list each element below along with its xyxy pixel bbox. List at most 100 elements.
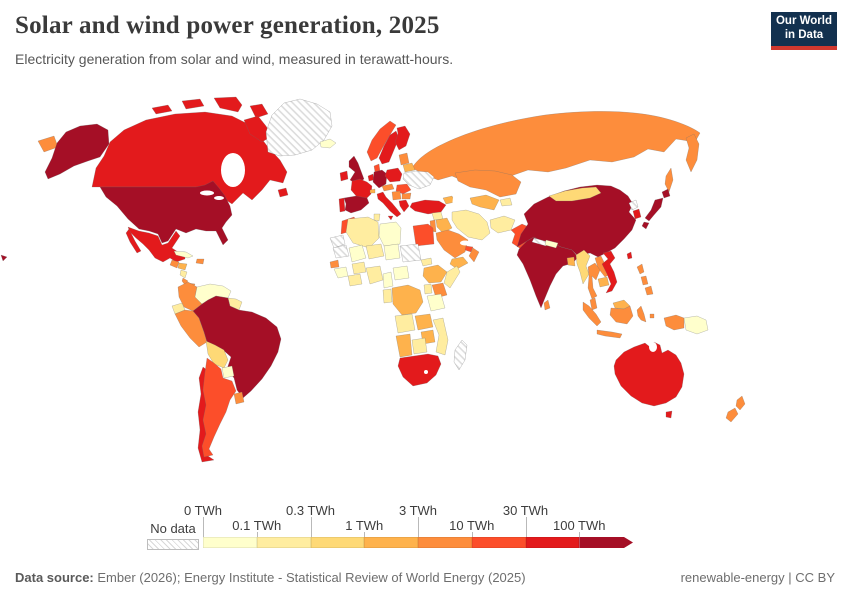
country-tunisia[interactable] [373, 213, 381, 222]
country-kazakhstan[interactable] [454, 169, 522, 198]
country-saudi-arabia[interactable] [435, 229, 469, 259]
country-norway[interactable] [366, 120, 397, 162]
country-austria-czechia[interactable] [381, 183, 395, 192]
country-uruguay[interactable] [233, 391, 245, 405]
country-congo-gabon[interactable] [382, 288, 393, 304]
country-cameroon[interactable] [382, 271, 394, 289]
country-uganda[interactable] [423, 283, 433, 295]
country-eritrea[interactable] [420, 257, 433, 267]
country-taiwan[interactable] [626, 251, 633, 260]
country-yemen[interactable] [449, 256, 469, 270]
country-russia-kamchatka[interactable] [685, 133, 700, 173]
country-sudan[interactable] [399, 243, 422, 263]
country-niger[interactable] [365, 243, 385, 260]
country-indonesia-java[interactable] [596, 329, 623, 339]
country-burkina-faso[interactable] [351, 261, 367, 275]
footer-license-link[interactable]: renewable-energy | CC BY [680, 570, 835, 585]
country-ireland[interactable] [339, 170, 349, 182]
country-somalia[interactable] [443, 265, 461, 289]
country-cuba[interactable] [173, 250, 194, 259]
country-alaska[interactable] [44, 123, 110, 180]
country-madagascar[interactable] [453, 339, 468, 371]
country-angola[interactable] [394, 313, 416, 334]
country-bangladesh[interactable] [566, 256, 576, 267]
legend-bin-30-100[interactable] [525, 537, 580, 548]
country-iceland[interactable] [319, 138, 337, 149]
country-ivory-coast-ghana[interactable] [347, 273, 363, 287]
legend-bin-100+[interactable] [579, 537, 633, 548]
country-italy[interactable] [376, 191, 402, 218]
country-portugal[interactable] [338, 197, 346, 213]
legend-bin-0.1-0.3[interactable] [256, 537, 311, 548]
country-japan-honshu[interactable] [644, 197, 664, 222]
country-japan-hokkaido[interactable] [661, 188, 671, 199]
country-canada-island3[interactable] [213, 96, 243, 113]
country-south-africa[interactable] [397, 353, 442, 387]
country-central-asia[interactable] [469, 194, 500, 211]
country-senegal[interactable] [329, 259, 340, 269]
country-mauritania[interactable] [332, 244, 350, 259]
country-iran[interactable] [451, 209, 491, 241]
country-mongolia[interactable] [548, 186, 602, 202]
country-libya[interactable] [378, 221, 402, 247]
country-indonesia-kalimantan[interactable] [609, 305, 634, 325]
country-tasmania[interactable] [665, 410, 673, 419]
legend-no-data-swatch[interactable] [147, 539, 199, 550]
country-russia-sakhalin[interactable] [664, 167, 674, 193]
country-greece[interactable] [398, 199, 410, 213]
legend-bin-0-0.1[interactable] [203, 537, 257, 548]
country-russia[interactable] [411, 111, 701, 183]
country-philippines-mindanao[interactable] [644, 285, 654, 296]
country-botswana[interactable] [411, 337, 428, 355]
country-kenya[interactable] [431, 282, 448, 299]
country-indonesia-moluccas[interactable] [649, 313, 655, 319]
region-kashmir[interactable] [531, 237, 549, 247]
country-poland[interactable] [384, 167, 403, 183]
country-philippines-luzon[interactable] [636, 263, 645, 275]
country-canada-newfoundland[interactable] [277, 187, 289, 198]
legend-bin-3-10[interactable] [418, 537, 472, 548]
country-finland[interactable] [394, 125, 411, 151]
country-belarus[interactable] [402, 162, 416, 173]
country-united-states[interactable] [99, 180, 233, 246]
country-malaysia[interactable] [589, 297, 598, 311]
country-honduras[interactable] [177, 262, 188, 271]
country-hawaii[interactable] [0, 254, 8, 262]
country-japan-kyushu[interactable] [641, 221, 650, 230]
country-indonesia-sulawesi[interactable] [636, 305, 647, 323]
country-dr-congo[interactable] [391, 284, 424, 316]
country-canada-island2[interactable] [181, 98, 205, 110]
country-algeria[interactable] [345, 216, 380, 249]
country-indonesia-sumatra[interactable] [582, 301, 602, 327]
country-western-sahara[interactable] [329, 234, 346, 249]
country-guinea[interactable] [333, 266, 349, 279]
country-bulgaria[interactable] [401, 192, 412, 200]
country-ethiopia[interactable] [422, 264, 448, 284]
country-nigeria[interactable] [365, 265, 384, 285]
legend-bin-1-3[interactable] [364, 537, 418, 548]
country-oman[interactable] [468, 247, 480, 263]
country-switzerland[interactable] [369, 188, 376, 194]
country-egypt[interactable] [412, 223, 435, 247]
country-thailand[interactable] [587, 262, 601, 300]
country-mexico-baja[interactable] [125, 228, 142, 254]
country-ukraine[interactable] [402, 170, 435, 190]
country-balkans[interactable] [391, 190, 402, 201]
country-greenland[interactable] [265, 98, 333, 157]
country-zambia[interactable] [414, 313, 434, 331]
country-central-african-republic[interactable] [392, 265, 410, 281]
country-guatemala[interactable] [169, 259, 180, 269]
country-new-zealand-north[interactable] [735, 395, 746, 411]
country-indonesia-papua[interactable] [663, 314, 685, 331]
country-sri-lanka[interactable] [543, 299, 551, 311]
country-south-korea[interactable] [632, 208, 642, 220]
country-north-korea[interactable] [628, 199, 639, 211]
country-namibia[interactable] [395, 333, 413, 358]
country-tanzania[interactable] [426, 293, 446, 312]
country-papua-new-guinea[interactable] [683, 315, 709, 335]
country-germany[interactable] [372, 169, 388, 189]
country-hispaniola[interactable] [195, 258, 205, 265]
country-mali[interactable] [348, 244, 367, 263]
country-france[interactable] [350, 178, 373, 200]
country-mozambique[interactable] [432, 317, 449, 356]
